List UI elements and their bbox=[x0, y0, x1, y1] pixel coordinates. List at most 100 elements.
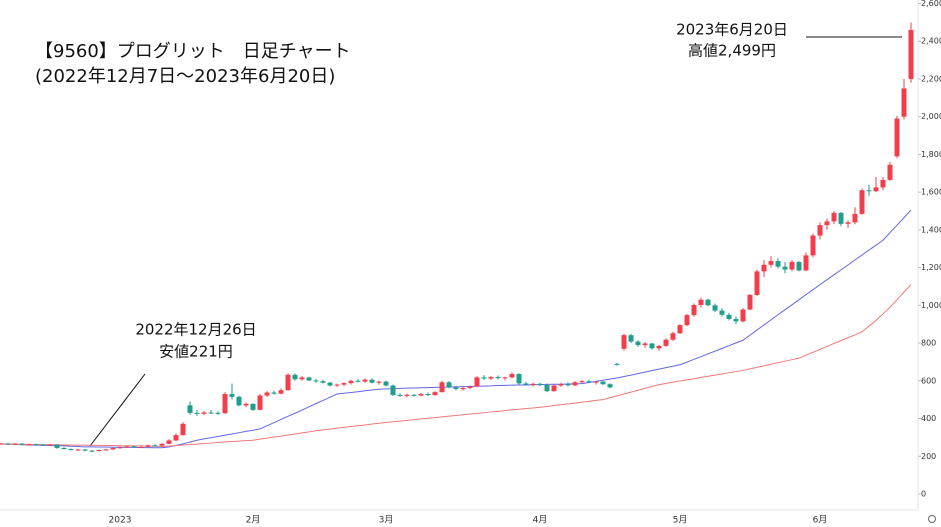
moving-average-line bbox=[0, 284, 912, 447]
candle-body bbox=[0, 443, 4, 445]
candle-body bbox=[383, 381, 389, 386]
candle-body bbox=[75, 449, 81, 451]
settings-icon[interactable] bbox=[928, 515, 936, 523]
candle-body bbox=[12, 443, 18, 445]
candle-body bbox=[82, 449, 88, 451]
candle-body bbox=[439, 382, 445, 393]
candle-body bbox=[341, 383, 347, 385]
candle-body bbox=[663, 339, 669, 346]
candle-body bbox=[215, 412, 221, 414]
candle-body bbox=[502, 377, 508, 379]
x-tick-label: 6月 bbox=[813, 515, 828, 526]
candle-body bbox=[509, 374, 515, 378]
candle-body bbox=[355, 380, 361, 382]
candle-body bbox=[796, 261, 802, 271]
candle-body bbox=[292, 374, 298, 380]
y-tick-label: 2,200 bbox=[921, 74, 941, 83]
candle-body bbox=[894, 118, 900, 157]
candle-body bbox=[54, 444, 60, 448]
candle-body bbox=[488, 377, 494, 379]
candle-body bbox=[621, 335, 627, 349]
annotation-leader bbox=[89, 373, 146, 447]
y-tick-label: 1,600 bbox=[921, 188, 941, 197]
candle-body bbox=[670, 333, 676, 340]
candle-body bbox=[222, 394, 228, 414]
candle-body bbox=[733, 318, 739, 322]
candle-body bbox=[278, 390, 284, 394]
y-tick-label: 0 bbox=[921, 490, 926, 499]
candle-body bbox=[572, 382, 578, 386]
candle-body bbox=[320, 381, 326, 383]
candle-body bbox=[691, 304, 697, 316]
candle-body bbox=[593, 381, 599, 383]
candle-body bbox=[901, 88, 907, 117]
candle-body bbox=[565, 384, 571, 386]
candle-body bbox=[677, 325, 683, 334]
candle-body bbox=[124, 446, 130, 448]
candle-body bbox=[194, 412, 200, 414]
y-tick-label: 800 bbox=[921, 339, 936, 348]
moving-average-line bbox=[0, 209, 912, 449]
x-tick-label: 5月 bbox=[673, 515, 688, 526]
candle-body bbox=[474, 377, 480, 387]
candle-body bbox=[404, 394, 410, 396]
candle-body bbox=[768, 261, 774, 265]
candle-body bbox=[642, 343, 648, 345]
candle-body bbox=[698, 299, 704, 305]
annotation: 2023年6月20日 bbox=[676, 21, 788, 39]
annotation: 高値2,499円 bbox=[688, 42, 776, 60]
candle-body bbox=[544, 384, 550, 392]
candle-body bbox=[432, 392, 438, 396]
candle-body bbox=[61, 447, 67, 450]
y-tick-label: 1,400 bbox=[921, 225, 941, 234]
y-tick-label: 1,200 bbox=[921, 263, 941, 272]
candle-body bbox=[334, 384, 340, 386]
candle-body bbox=[719, 310, 725, 315]
chart-subtitle: (2022年12月7日～2023年6月20日) bbox=[35, 66, 335, 87]
candle-body bbox=[838, 212, 844, 224]
candle-body bbox=[845, 222, 851, 224]
candle-body bbox=[789, 261, 795, 270]
candle-body bbox=[257, 395, 263, 410]
candle-body bbox=[600, 381, 606, 385]
candle-body bbox=[740, 309, 746, 322]
candle-body bbox=[348, 380, 354, 384]
candle-body bbox=[411, 394, 417, 396]
x-tick-label: 2月 bbox=[246, 515, 261, 526]
candle-body bbox=[110, 447, 116, 450]
candle-body bbox=[166, 440, 172, 444]
y-tick-label: 400 bbox=[921, 414, 936, 423]
candle-body bbox=[656, 345, 662, 349]
candle-body bbox=[852, 213, 858, 223]
chart-title: 【9560】プログリット 日足チャート bbox=[35, 41, 351, 62]
candle-body bbox=[285, 374, 291, 391]
candle-body bbox=[376, 381, 382, 383]
candle-body bbox=[831, 212, 837, 222]
candle-body bbox=[26, 444, 32, 446]
candle-body bbox=[5, 443, 11, 445]
candle-body bbox=[614, 363, 620, 365]
candle-body bbox=[425, 394, 431, 396]
candle-body bbox=[824, 221, 830, 226]
candle-body bbox=[453, 387, 459, 390]
candle-body bbox=[537, 383, 543, 385]
candle-body bbox=[208, 412, 214, 414]
candle-body bbox=[761, 264, 767, 272]
x-tick-label: 3月 bbox=[379, 515, 394, 526]
candle-body bbox=[873, 187, 879, 192]
annotation: 安値221円 bbox=[159, 343, 233, 361]
candle-body bbox=[558, 384, 564, 386]
candle-body bbox=[866, 190, 872, 192]
y-tick-label: 2,600 bbox=[921, 0, 941, 8]
candle-body bbox=[236, 396, 242, 406]
candle-body bbox=[145, 445, 151, 447]
candle-body bbox=[684, 315, 690, 326]
candle-body bbox=[271, 392, 277, 394]
x-tick-label: 2023 bbox=[109, 516, 132, 526]
candle-body bbox=[754, 271, 760, 295]
candle-body bbox=[138, 446, 144, 448]
candle-body bbox=[747, 294, 753, 310]
candle-body bbox=[369, 379, 375, 383]
candle-body bbox=[362, 379, 368, 382]
candle-body bbox=[250, 403, 256, 410]
